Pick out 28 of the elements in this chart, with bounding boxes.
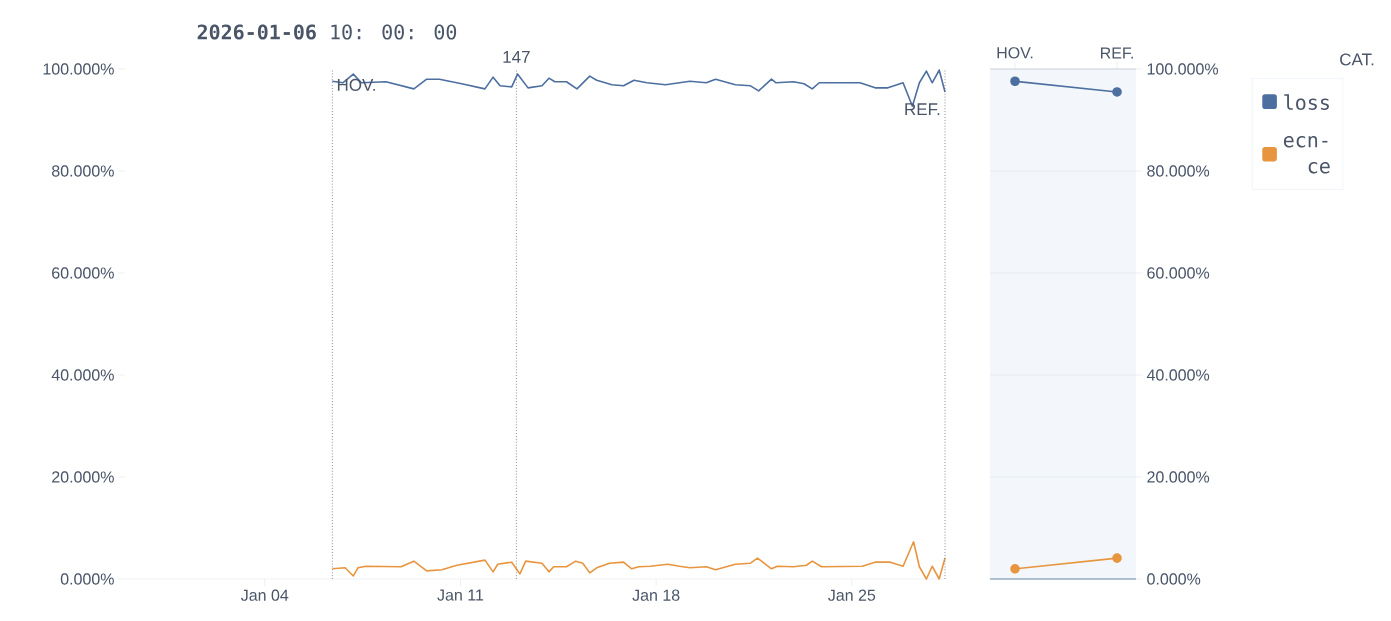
y-tick-label: 40.000% [1146, 369, 1210, 381]
y-tick-label: 20.000% [1147, 471, 1210, 483]
y-tick-label: 100.000% [1147, 63, 1219, 75]
y-tick-label: 60.000% [52, 267, 114, 279]
x-tick-label: Jan 11 [437, 589, 484, 601]
y-tick-label: 100.000% [43, 63, 114, 75]
y-tick-label: 60.000% [1147, 267, 1210, 279]
chart-title: 2026-01-06 10: 00: 00 [197, 24, 457, 40]
legend-label: loss [1284, 94, 1329, 110]
x-tick-label: Jan 18 [632, 589, 680, 601]
ref-line-label: HOV. [337, 78, 375, 91]
point [1010, 76, 1020, 87]
y-tick-label: 80.000% [51, 165, 114, 177]
legend-label: ecn-ce [1283, 135, 1330, 174]
y-tick-label: 0.000% [60, 573, 114, 585]
legend-title: CAT. [1340, 53, 1374, 66]
ref-line-label: 147 [503, 51, 530, 63]
ref-line-label: REF. [905, 103, 940, 116]
point [1112, 553, 1122, 563]
point [1112, 87, 1122, 97]
line-series [331, 540, 946, 580]
y-tick-label: 80.000% [1147, 165, 1210, 177]
point [1010, 564, 1020, 574]
y-tick-label: 20.000% [52, 471, 114, 483]
x-tick-label: Jan 25 [828, 589, 876, 601]
x-tick-label: Jan 04 [241, 589, 289, 601]
y-tick-label: 40.000% [51, 369, 114, 381]
y-tick-label: 0.000% [1147, 573, 1201, 585]
